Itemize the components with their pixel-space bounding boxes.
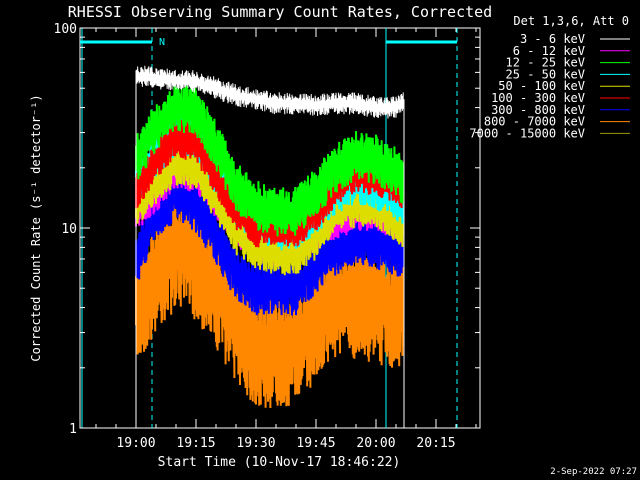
series-300-800-kev bbox=[135, 169, 405, 316]
legend-label: 50 - 100 keV bbox=[498, 79, 585, 93]
legend-label: 6 - 12 keV bbox=[513, 44, 585, 58]
series-12-25-kev bbox=[135, 83, 405, 237]
x-tick-label: 19:30 bbox=[236, 436, 275, 451]
legend-label: 100 - 300 keV bbox=[491, 91, 585, 105]
legend-label: 7000 - 15000 keV bbox=[469, 126, 585, 140]
marker-label-n: N bbox=[159, 37, 165, 48]
series-800-7000-kev bbox=[135, 190, 405, 409]
footer-date: 2-Sep-2022 07:27 bbox=[550, 467, 637, 477]
y-tick-label: 1 bbox=[69, 422, 77, 437]
x-tick-label: 19:15 bbox=[176, 436, 215, 451]
legend-title: Det 1,3,6, Att 0 bbox=[513, 14, 629, 28]
legend-label: 800 - 7000 keV bbox=[484, 115, 585, 129]
y-tick-label: 10 bbox=[61, 222, 77, 237]
x-tick-label: 20:15 bbox=[416, 436, 455, 451]
chart-title: RHESSI Observing Summary Count Rates, Co… bbox=[68, 3, 492, 21]
x-tick-label: 20:00 bbox=[356, 436, 395, 451]
series-50-100-kev bbox=[135, 141, 405, 276]
legend-label: 300 - 800 keV bbox=[491, 103, 585, 117]
y-tick-label: 100 bbox=[54, 22, 77, 37]
y-axis-label: Corrected Count Rate (s⁻¹ detector⁻¹) bbox=[29, 94, 43, 361]
legend-label: 25 - 50 keV bbox=[506, 67, 585, 81]
x-tick-label: 19:45 bbox=[296, 436, 335, 451]
legend-label: 12 - 25 keV bbox=[506, 56, 585, 70]
x-tick-label: 19:00 bbox=[116, 436, 155, 451]
series-3-6-kev bbox=[135, 65, 404, 119]
legend-label: 3 - 6 keV bbox=[520, 32, 585, 46]
x-axis-label: Start Time (10-Nov-17 18:46:22) bbox=[158, 455, 401, 470]
